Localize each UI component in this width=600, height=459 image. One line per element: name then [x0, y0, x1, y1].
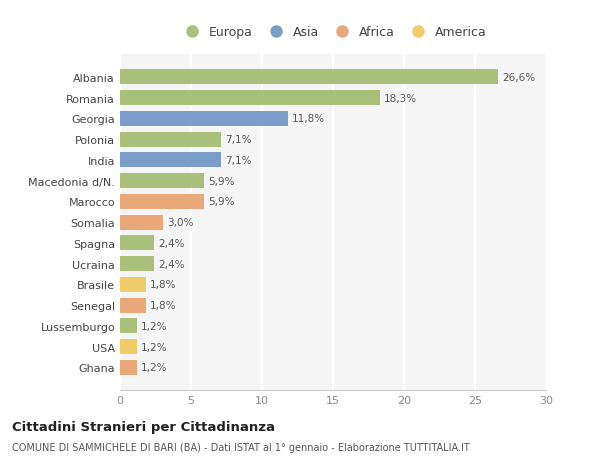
Bar	[120, 153, 221, 168]
Text: 1,2%: 1,2%	[142, 342, 168, 352]
Bar	[120, 360, 137, 375]
Bar	[120, 339, 137, 354]
Legend: Europa, Asia, Africa, America: Europa, Asia, Africa, America	[174, 21, 492, 44]
Text: 1,2%: 1,2%	[142, 321, 168, 331]
Text: 7,1%: 7,1%	[225, 135, 251, 145]
Text: 11,8%: 11,8%	[292, 114, 325, 124]
Text: 26,6%: 26,6%	[502, 73, 535, 83]
Text: 5,9%: 5,9%	[208, 197, 235, 207]
Text: COMUNE DI SAMMICHELE DI BARI (BA) - Dati ISTAT al 1° gennaio - Elaborazione TUTT: COMUNE DI SAMMICHELE DI BARI (BA) - Dati…	[12, 442, 470, 452]
Bar	[120, 257, 154, 271]
Bar	[120, 215, 163, 230]
Bar	[120, 132, 221, 147]
Text: Cittadini Stranieri per Cittadinanza: Cittadini Stranieri per Cittadinanza	[12, 420, 275, 433]
Bar	[120, 174, 204, 189]
Text: 3,0%: 3,0%	[167, 218, 193, 228]
Bar	[120, 195, 204, 209]
Text: 7,1%: 7,1%	[225, 156, 251, 166]
Text: 18,3%: 18,3%	[384, 94, 417, 103]
Bar	[120, 277, 146, 292]
Text: 2,4%: 2,4%	[158, 238, 185, 248]
Bar	[120, 298, 146, 313]
Text: 5,9%: 5,9%	[208, 176, 235, 186]
Bar	[120, 70, 498, 85]
Bar	[120, 112, 287, 127]
Text: 1,8%: 1,8%	[150, 280, 176, 290]
Text: 1,8%: 1,8%	[150, 300, 176, 310]
Text: 2,4%: 2,4%	[158, 259, 185, 269]
Bar	[120, 236, 154, 251]
Text: 1,2%: 1,2%	[142, 363, 168, 372]
Bar	[120, 91, 380, 106]
Bar	[120, 319, 137, 334]
